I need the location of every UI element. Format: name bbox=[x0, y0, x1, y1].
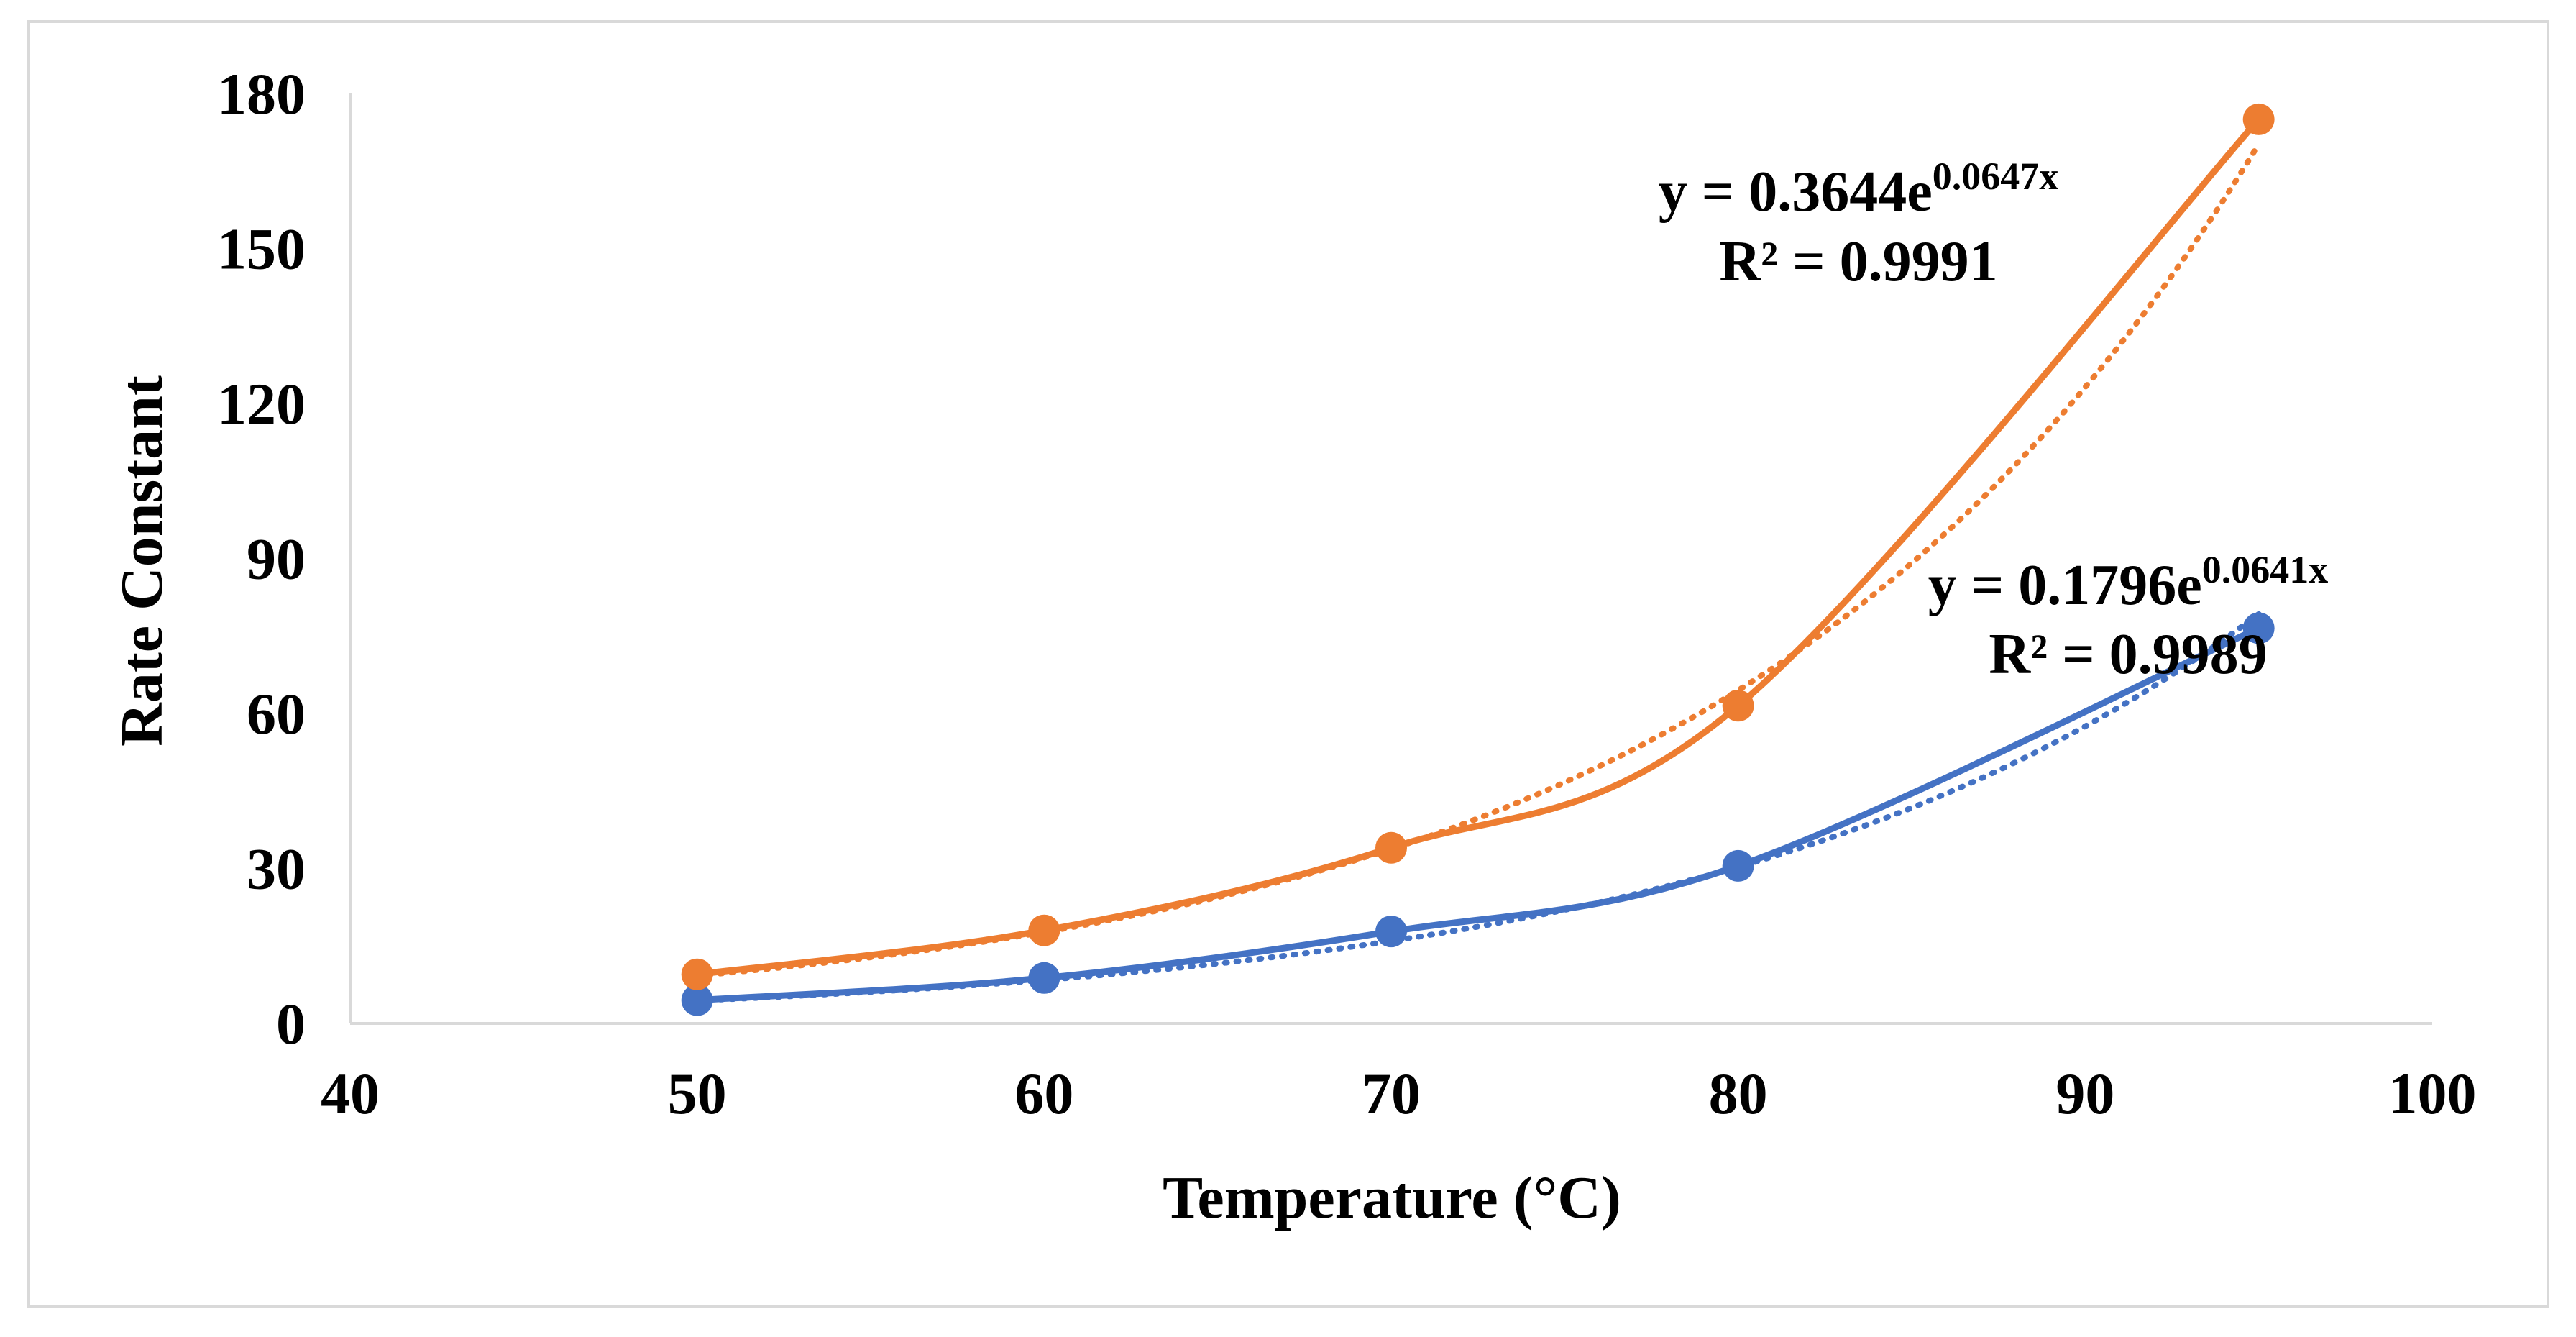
y-tick-label: 180 bbox=[217, 61, 306, 127]
x-tick-label: 60 bbox=[1014, 1061, 1073, 1126]
x-tick-label: 70 bbox=[1362, 1061, 1421, 1126]
series-markers bbox=[681, 103, 2275, 1016]
x-tick-label: 50 bbox=[668, 1061, 727, 1126]
y-tick-label: 0 bbox=[276, 991, 306, 1057]
equation-series-1-exponent: 0.0641x bbox=[2202, 548, 2329, 591]
marker-series-2 bbox=[2242, 103, 2275, 135]
marker-series-1 bbox=[1028, 962, 1060, 994]
y-tick-labels: 0 30 60 90 120 150 180 bbox=[217, 61, 306, 1057]
y-tick-label: 60 bbox=[247, 681, 306, 747]
marker-series-2 bbox=[681, 958, 713, 990]
equation-series-2: y = 0.3644e0.0647x bbox=[1659, 155, 2059, 224]
equation-series-1-prefix: y = 0.1796e bbox=[1928, 554, 2202, 617]
marker-series-1 bbox=[1375, 916, 1407, 948]
equation-series-2-prefix: y = 0.3644e bbox=[1659, 160, 1933, 224]
y-tick-label: 30 bbox=[247, 836, 306, 902]
r2-series-2: R² = 0.9991 bbox=[1719, 230, 1997, 293]
x-tick-label: 100 bbox=[2388, 1061, 2477, 1126]
line-series-2 bbox=[697, 117, 2262, 978]
y-tick-label: 150 bbox=[217, 216, 306, 282]
r2-series-1: R² = 0.9989 bbox=[1989, 623, 2267, 686]
marker-series-2 bbox=[1028, 914, 1060, 946]
marker-series-1 bbox=[2242, 612, 2275, 644]
plot-area: 0 30 60 90 120 150 180 40 50 60 70 80 90 100 bbox=[217, 61, 2477, 1126]
y-axis-title: Rate Constant bbox=[109, 375, 175, 747]
x-tick-label: 90 bbox=[2055, 1061, 2114, 1126]
chart-frame bbox=[27, 20, 2549, 1308]
equation-series-1: y = 0.1796e0.0641x bbox=[1928, 548, 2329, 617]
equation-series-2-exponent: 0.0647x bbox=[1933, 155, 2059, 198]
x-tick-labels: 40 50 60 70 80 90 100 bbox=[321, 1061, 2477, 1126]
trendline-series-1 bbox=[694, 611, 2262, 1004]
series-lines bbox=[697, 117, 2262, 1004]
line-series-1 bbox=[697, 625, 2260, 1004]
x-axis-title: Temperature (°C) bbox=[1163, 1164, 1621, 1231]
marker-series-1 bbox=[1722, 849, 1754, 882]
y-tick-label: 90 bbox=[247, 526, 306, 592]
y-tick-label: 120 bbox=[217, 371, 306, 437]
x-tick-label: 40 bbox=[321, 1061, 380, 1126]
marker-series-2 bbox=[1722, 690, 1754, 722]
x-tick-label: 80 bbox=[1709, 1061, 1768, 1126]
marker-series-1 bbox=[681, 984, 713, 1016]
marker-series-2 bbox=[1375, 831, 1407, 864]
